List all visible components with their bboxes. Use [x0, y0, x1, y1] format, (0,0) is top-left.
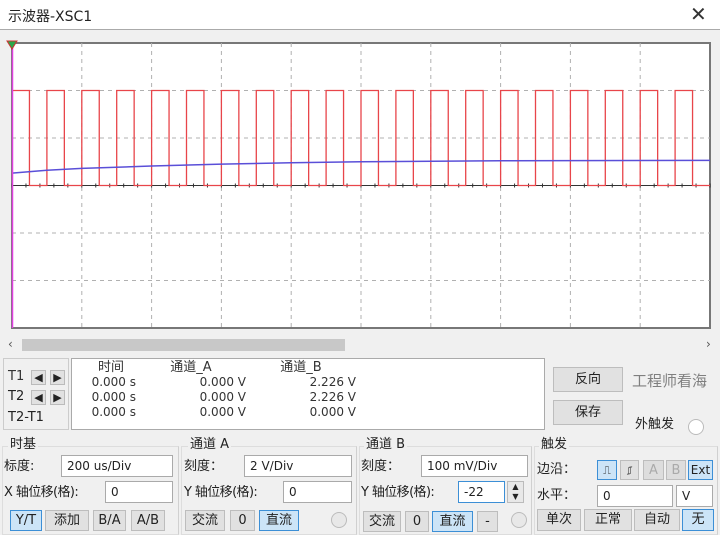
t1-label: T1: [8, 369, 25, 384]
timebase-scale-input[interactable]: 200 us/Div: [61, 455, 173, 477]
channel-a-trace: [12, 89, 710, 187]
ab-mode-button[interactable]: A/B: [131, 510, 165, 531]
timebase-scale-label: 标度:: [4, 459, 35, 474]
cursor-controls: T1 T2 T2-T1 ◀ ▶ ◀ ▶: [3, 358, 69, 430]
trigger-source-ext-button[interactable]: Ext: [688, 460, 713, 480]
channel-b-ypos-label: Y 轴位移(格):: [361, 485, 435, 500]
header-time: 时间: [97, 360, 124, 375]
window-title: 示波器-XSC1: [8, 9, 93, 25]
t2-right-arrow-icon[interactable]: ▶: [50, 390, 65, 405]
channel-b-radio[interactable]: [511, 512, 527, 528]
falling-edge-icon[interactable]: ⎎: [620, 460, 639, 480]
trigger-normal-button[interactable]: 正常: [584, 509, 632, 531]
trigger-auto-button[interactable]: 自动: [634, 509, 680, 531]
t1-left-arrow-icon[interactable]: ◀: [31, 370, 46, 385]
channel-a-ypos-input[interactable]: 0: [283, 481, 352, 503]
title-bar: 示波器-XSC1 ✕: [0, 0, 720, 30]
x-position-input[interactable]: 0: [105, 481, 173, 503]
trigger-edge-label: 边沿：: [537, 462, 577, 477]
channel-b-zero-button[interactable]: 0: [405, 511, 429, 532]
scroll-right-icon[interactable]: ›: [706, 337, 711, 351]
trigger-level-label: 水平：: [537, 488, 577, 503]
t2-t1-label: T2-T1: [8, 410, 44, 425]
ext-trigger-radio[interactable]: [688, 419, 704, 435]
oscilloscope-screen: [4, 32, 718, 334]
channel-a-zero-button[interactable]: 0: [230, 510, 255, 531]
trigger-source-a-button[interactable]: A: [643, 460, 664, 480]
trigger-marker-icon: [6, 40, 18, 50]
add-mode-button[interactable]: 添加: [45, 510, 89, 531]
channel-b-ac-button[interactable]: 交流: [363, 511, 401, 532]
readings-panel: 时间 通道_A 通道_B 0.000 s 0.000 V 2.226 V 0.000 s…: [71, 358, 545, 430]
watermark: 工程师看海: [632, 372, 708, 390]
trigger-level-unit[interactable]: V: [676, 485, 713, 507]
header-channel-a: 通道_A: [170, 360, 212, 375]
channel-a-ac-button[interactable]: 交流: [185, 510, 225, 531]
timebase-title: 时基: [8, 437, 39, 453]
x-position-label: X 轴位移(格):: [4, 485, 79, 500]
channel-b-title: 通道 B: [364, 437, 408, 453]
channel-b-scale-input[interactable]: 100 mV/Div: [421, 455, 528, 477]
reading-row-t1: 0.000 s 0.000 V 2.226 V: [91, 375, 356, 389]
scroll-left-icon[interactable]: ‹: [8, 337, 13, 351]
reverse-button[interactable]: 反向: [553, 367, 623, 392]
channel-a-radio[interactable]: [331, 512, 347, 528]
channel-b-minus-button[interactable]: -: [477, 511, 498, 532]
channel-a-title: 通道 A: [188, 437, 232, 453]
rising-edge-icon[interactable]: ⎍: [597, 460, 617, 480]
channel-b-scale-label: 刻度：: [361, 459, 401, 474]
trigger-none-button[interactable]: 无: [682, 509, 714, 531]
channel-b-dc-button[interactable]: 直流: [432, 511, 473, 532]
ba-mode-button[interactable]: B/A: [93, 510, 126, 531]
scrollbar-thumb[interactable]: [22, 339, 345, 351]
ext-trigger-label: 外触发: [635, 417, 675, 432]
horizontal-scrollbar[interactable]: ‹ ›: [4, 336, 718, 354]
t2-left-arrow-icon[interactable]: ◀: [31, 390, 46, 405]
header-channel-b: 通道_B: [280, 360, 322, 375]
channel-a-ypos-label: Y 轴位移(格):: [184, 485, 258, 500]
trigger-source-b-button[interactable]: B: [666, 460, 686, 480]
channel-b-ypos-input[interactable]: -22: [458, 481, 505, 503]
save-button[interactable]: 保存: [553, 400, 623, 425]
t2-label: T2: [8, 389, 25, 404]
close-icon[interactable]: ✕: [690, 2, 707, 26]
reading-row-t2-t1: 0.000 s 0.000 V 0.000 V: [91, 405, 356, 419]
channel-b-trace: [11, 159, 711, 174]
trigger-level-input[interactable]: 0: [597, 485, 673, 507]
channel-b-ypos-spinner[interactable]: ▲ ▼: [507, 481, 524, 503]
reading-row-t2: 0.000 s 0.000 V 2.226 V: [91, 390, 356, 404]
waveform-display: [6, 40, 711, 329]
t1-right-arrow-icon[interactable]: ▶: [50, 370, 65, 385]
channel-a-dc-button[interactable]: 直流: [259, 510, 299, 531]
channel-a-scale-label: 刻度：: [184, 459, 224, 474]
trigger-single-button[interactable]: 单次: [537, 509, 581, 531]
channel-a-scale-input[interactable]: 2 V/Div: [244, 455, 352, 477]
trigger-title: 触发: [539, 437, 570, 453]
yt-mode-button[interactable]: Y/T: [10, 510, 42, 531]
